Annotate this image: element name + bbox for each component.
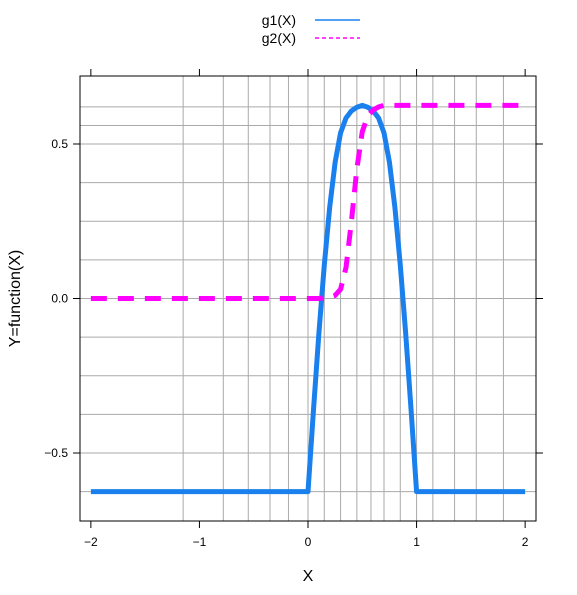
x-tick-label-4: 2 [522, 535, 529, 549]
legend-label-g2: g2(X) [262, 30, 296, 46]
series-line-1 [90, 102, 526, 495]
x-tick-label-1: −1 [193, 535, 207, 549]
legend: g1(X) g2(X) [262, 12, 360, 46]
axis-ticks: −2 −1 0 1 2 −0.5 0.0 0.5 [44, 69, 543, 549]
series-line-2 [90, 102, 526, 301]
x-axis-label: X [303, 568, 314, 585]
y-tick-label-1: 0.0 [51, 292, 68, 306]
series-lines [90, 102, 526, 495]
legend-label-g1: g1(X) [262, 12, 296, 28]
y-axis-label: Y=function(X) [7, 250, 24, 347]
x-tick-label-0: −2 [84, 535, 98, 549]
x-tick-label-3: 1 [413, 535, 420, 549]
y-tick-label-2: 0.5 [51, 137, 68, 151]
x-tick-label-2: 0 [305, 535, 312, 549]
y-tick-label-0: −0.5 [44, 446, 68, 460]
